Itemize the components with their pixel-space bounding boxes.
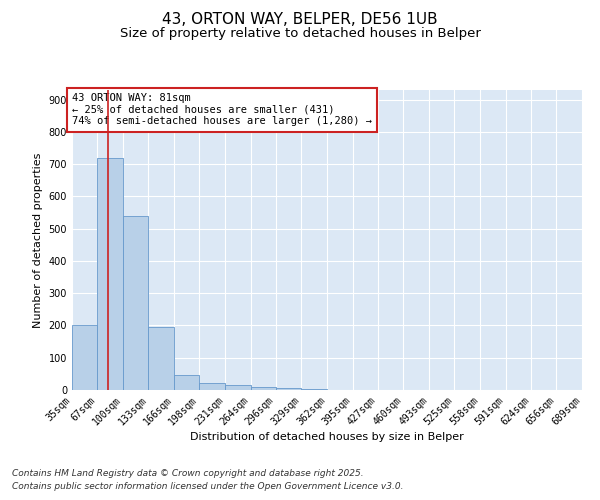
Text: 43, ORTON WAY, BELPER, DE56 1UB: 43, ORTON WAY, BELPER, DE56 1UB (162, 12, 438, 28)
Bar (72, 326, 97, 390)
Bar (275, 388, 301, 390)
Bar (251, 388, 275, 390)
Bar (148, 327, 174, 390)
Text: Size of property relative to detached houses in Belper: Size of property relative to detached ho… (119, 28, 481, 40)
Y-axis label: Number of detached properties: Number of detached properties (33, 152, 43, 328)
Text: 43 ORTON WAY: 81sqm
← 25% of detached houses are smaller (431)
74% of semi-detac: 43 ORTON WAY: 81sqm ← 25% of detached ho… (72, 93, 372, 126)
Bar (174, 375, 199, 390)
X-axis label: Distribution of detached houses by size in Belper: Distribution of detached houses by size … (190, 432, 464, 442)
Text: Contains public sector information licensed under the Open Government Licence v3: Contains public sector information licen… (12, 482, 404, 491)
Bar (122, 216, 148, 390)
Bar (97, 158, 122, 390)
Text: Contains HM Land Registry data © Crown copyright and database right 2025.: Contains HM Land Registry data © Crown c… (12, 468, 364, 477)
Bar (199, 383, 225, 390)
Bar (225, 386, 251, 390)
